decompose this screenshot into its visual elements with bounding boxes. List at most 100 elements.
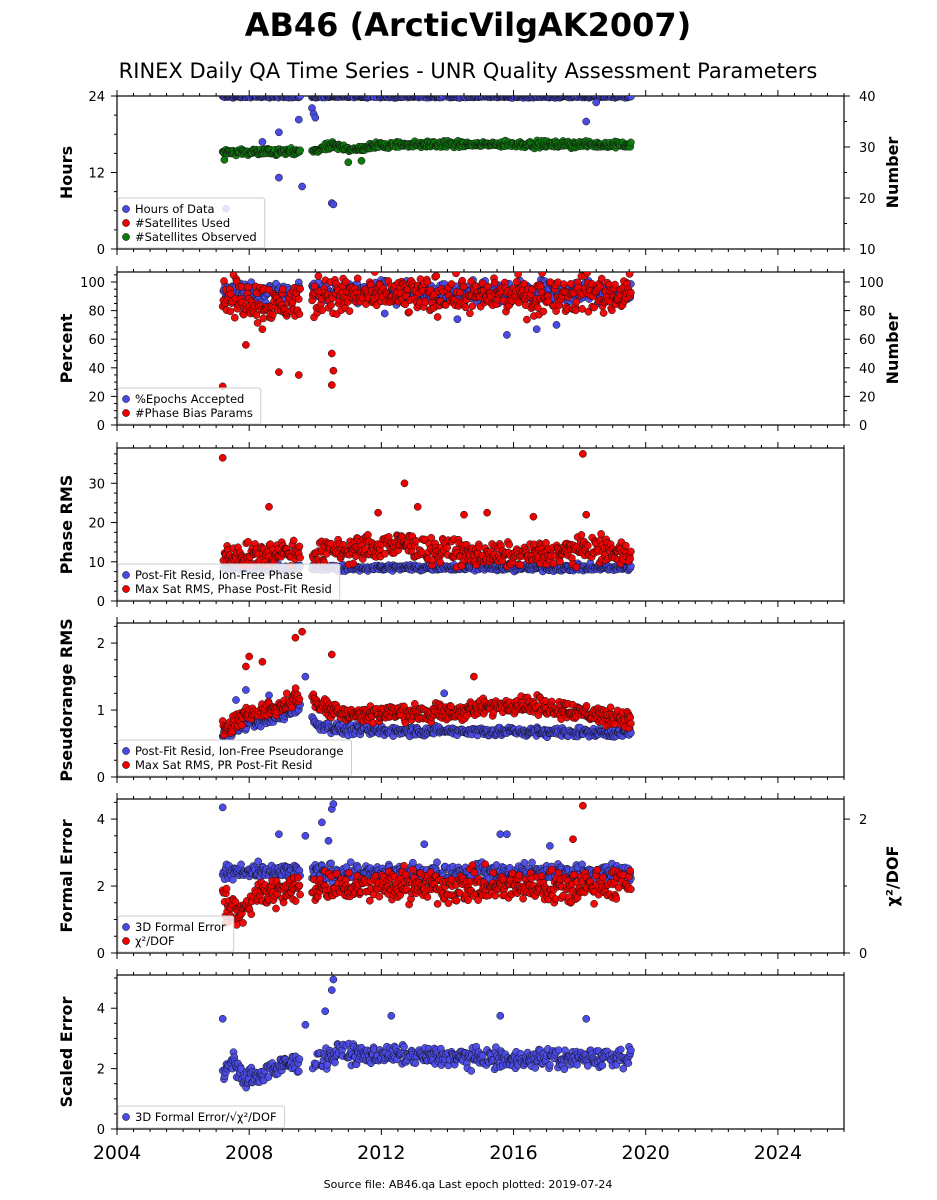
legend-marker (122, 233, 130, 241)
data-point (447, 280, 456, 288)
y-right-tick-label: 0 (859, 419, 867, 434)
data-point (381, 549, 389, 558)
y-tick-label: 40 (88, 362, 105, 377)
data-point (287, 703, 296, 712)
data-point (244, 537, 252, 546)
data-point-outlier (242, 686, 250, 694)
y-tick-label: 24 (88, 90, 105, 105)
legend-entry: Max Sat RMS, Phase Post-Fit Resid (135, 582, 332, 596)
y-right-tick-label: 60 (859, 333, 876, 348)
data-point (490, 278, 499, 287)
data-point (259, 314, 268, 323)
legend-marker (122, 571, 130, 579)
data-point-outlier (579, 450, 587, 458)
data-point (627, 96, 635, 101)
data-point (590, 303, 598, 312)
y-right-axis-label: Number (883, 313, 902, 385)
data-point (505, 540, 514, 549)
data-point (230, 313, 239, 322)
legend-entry: #Phase Bias Params (135, 406, 253, 420)
legend-marker (122, 585, 130, 593)
data-point (572, 563, 581, 571)
data-point-outlier (301, 672, 310, 681)
data-point-outlier (440, 689, 449, 698)
data-point (401, 718, 410, 727)
y-tick-label: 1 (97, 704, 105, 719)
legend-marker (122, 219, 130, 227)
panel-4: 0 1 2 Pseudorange RMS Post-Fit Resid, Ion-Fr… (57, 617, 845, 786)
data-point (514, 272, 522, 279)
data-point (595, 282, 604, 291)
data-point (452, 272, 460, 278)
figure-subtitle: RINEX Daily QA Time Series - UNR Quality… (119, 59, 818, 83)
data-point (578, 305, 586, 313)
y-tick-label: 2 (97, 880, 105, 895)
data-point (571, 306, 580, 315)
data-point (539, 307, 548, 316)
data-point (559, 280, 568, 288)
data-point (296, 285, 304, 293)
data-points (218, 450, 635, 576)
data-point (254, 857, 263, 866)
y-tick-label: 2 (97, 637, 105, 652)
data-point (237, 860, 245, 869)
data-point (296, 146, 304, 155)
series-2 (218, 450, 635, 572)
data-point-outlier (275, 173, 283, 182)
legend-marker (122, 761, 130, 769)
data-point-outlier (258, 138, 267, 146)
data-point-outlier (298, 627, 306, 636)
y-tick-label: 10 (88, 556, 105, 571)
data-point-outlier (294, 371, 303, 379)
data-point (459, 282, 468, 291)
y-axis-label: Pseudorange RMS (57, 618, 76, 781)
legend-marker (122, 395, 130, 403)
data-point-outlier (218, 453, 227, 462)
data-point (583, 272, 592, 277)
data-point (566, 280, 575, 288)
y-tick-label: 0 (97, 595, 105, 610)
data-point (625, 272, 634, 278)
data-point (364, 531, 372, 539)
legend: %Epochs Accepted#Phase Bias Params (117, 387, 262, 425)
data-point (421, 298, 430, 307)
data-point (621, 541, 630, 550)
data-point-outlier (329, 200, 338, 209)
data-point-outlier (275, 128, 283, 137)
data-point (291, 684, 300, 693)
data-point (314, 272, 323, 280)
legend-entry: Post-Fit Resid, Ion-Free Pseudorange (135, 744, 343, 758)
series-3 (218, 136, 635, 167)
y-right-tick-label: 80 (859, 305, 876, 320)
data-point (528, 285, 536, 294)
data-point (401, 300, 410, 309)
data-point (296, 96, 304, 100)
data-point (627, 138, 635, 147)
data-point-outlier (592, 98, 601, 107)
data-point (597, 530, 605, 538)
legend-box (117, 739, 352, 777)
data-point (433, 313, 442, 321)
y-tick-label: 4 (97, 813, 105, 828)
data-point (583, 541, 592, 550)
data-point (341, 277, 350, 286)
data-point-outlier (311, 113, 320, 122)
y-tick-label: 20 (88, 517, 105, 532)
y-tick-label: 60 (88, 333, 105, 348)
legend-entry: #Satellites Used (135, 216, 230, 230)
data-point (468, 302, 477, 310)
data-point (466, 309, 474, 318)
y-tick-label: 0 (97, 771, 105, 786)
data-point (572, 298, 581, 306)
data-point (327, 301, 335, 310)
legend-entry: %Epochs Accepted (135, 392, 244, 406)
data-point (514, 298, 523, 307)
data-point (296, 553, 304, 562)
data-point-outlier (242, 341, 250, 349)
y-tick-label: 0 (97, 947, 105, 962)
data-point-outlier (275, 368, 283, 376)
data-point (582, 701, 591, 710)
legend-marker (122, 747, 130, 755)
